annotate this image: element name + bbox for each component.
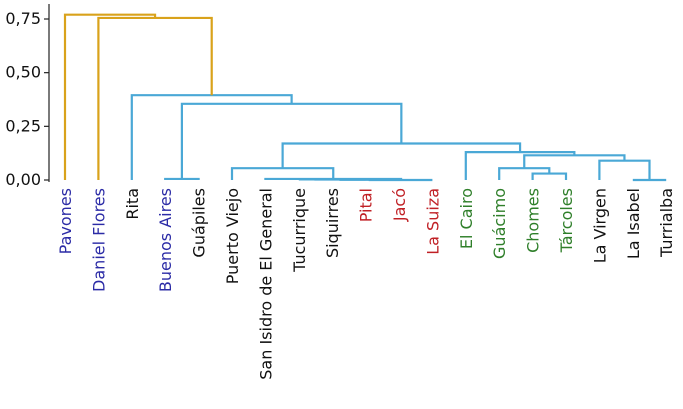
dendrogram-link [63, 13, 157, 180]
dendrogram-link [598, 159, 651, 180]
y-tick-label: 0,00 [5, 170, 41, 189]
leaf-label: Guácimo [490, 188, 509, 259]
leaf-label: La Suiza [423, 188, 442, 255]
leaf-label: Puerto Viejo [223, 188, 242, 284]
dendrogram-link [264, 177, 403, 181]
leaf-label: Turrialba [657, 188, 676, 258]
leaf-label: Pavones [56, 188, 75, 254]
leaf-label: Tárcoles [557, 188, 576, 253]
leaf-label: Tucurrique [290, 188, 309, 273]
leaf-label: Buenos Aires [156, 188, 175, 292]
dendrogram-link [97, 16, 213, 180]
dendrogram-links [63, 13, 667, 182]
leaf-label: Daniel Flores [89, 188, 108, 292]
y-tick-label: 0,25 [5, 116, 41, 135]
y-tick-label: 0,75 [5, 9, 41, 28]
dendrogram-link [130, 94, 293, 180]
leaf-label: Rita [123, 188, 142, 220]
leaf-label: La Virgen [590, 188, 609, 263]
leaf-label: San Isidro de El General [256, 188, 275, 380]
leaf-label: El Cairo [457, 188, 476, 249]
leaf-label: Siquirres [323, 188, 342, 258]
leaf-label: Pital [357, 188, 376, 222]
leaf-label: La Isabel [624, 188, 643, 259]
dendrogram-link [164, 177, 200, 181]
dendrogram-link [281, 142, 522, 169]
leaf-label: Chomes [524, 188, 543, 253]
leaf-label: Jacó [390, 188, 409, 222]
leaf-label: Guápiles [190, 188, 209, 258]
y-tick-label: 0,50 [5, 63, 41, 82]
y-axis: 0,00 0,25 0,50 0,75 [5, 4, 50, 189]
leaf-labels: Pavones Daniel Flores Rita Buenos Aires Guáp… [56, 188, 676, 380]
dendrogram-link [531, 172, 568, 180]
